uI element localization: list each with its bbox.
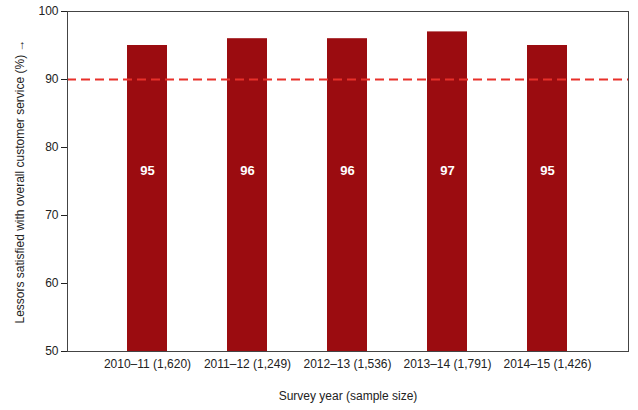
svg-text:96: 96 xyxy=(240,163,254,178)
svg-text:2011–12 (1,249): 2011–12 (1,249) xyxy=(204,357,291,371)
svg-text:2010–11 (1,620): 2010–11 (1,620) xyxy=(104,357,191,371)
svg-text:95: 95 xyxy=(140,163,154,178)
svg-text:80: 80 xyxy=(45,140,59,154)
svg-text:70: 70 xyxy=(45,208,59,222)
svg-text:95: 95 xyxy=(540,163,554,178)
svg-text:96: 96 xyxy=(340,163,354,178)
svg-text:2013–14 (1,791): 2013–14 (1,791) xyxy=(403,357,491,371)
svg-text:100: 100 xyxy=(38,4,58,18)
svg-text:Survey year (sample size): Survey year (sample size) xyxy=(279,389,418,403)
svg-text:60: 60 xyxy=(45,276,59,290)
svg-text:2012–13 (1,536): 2012–13 (1,536) xyxy=(303,357,391,371)
svg-text:Lessors satisfied with overall: Lessors satisfied with overall customer … xyxy=(13,39,27,323)
svg-text:50: 50 xyxy=(45,344,59,358)
svg-text:2014–15 (1,426): 2014–15 (1,426) xyxy=(503,357,591,371)
svg-text:97: 97 xyxy=(440,163,454,178)
svg-text:90: 90 xyxy=(45,72,59,86)
